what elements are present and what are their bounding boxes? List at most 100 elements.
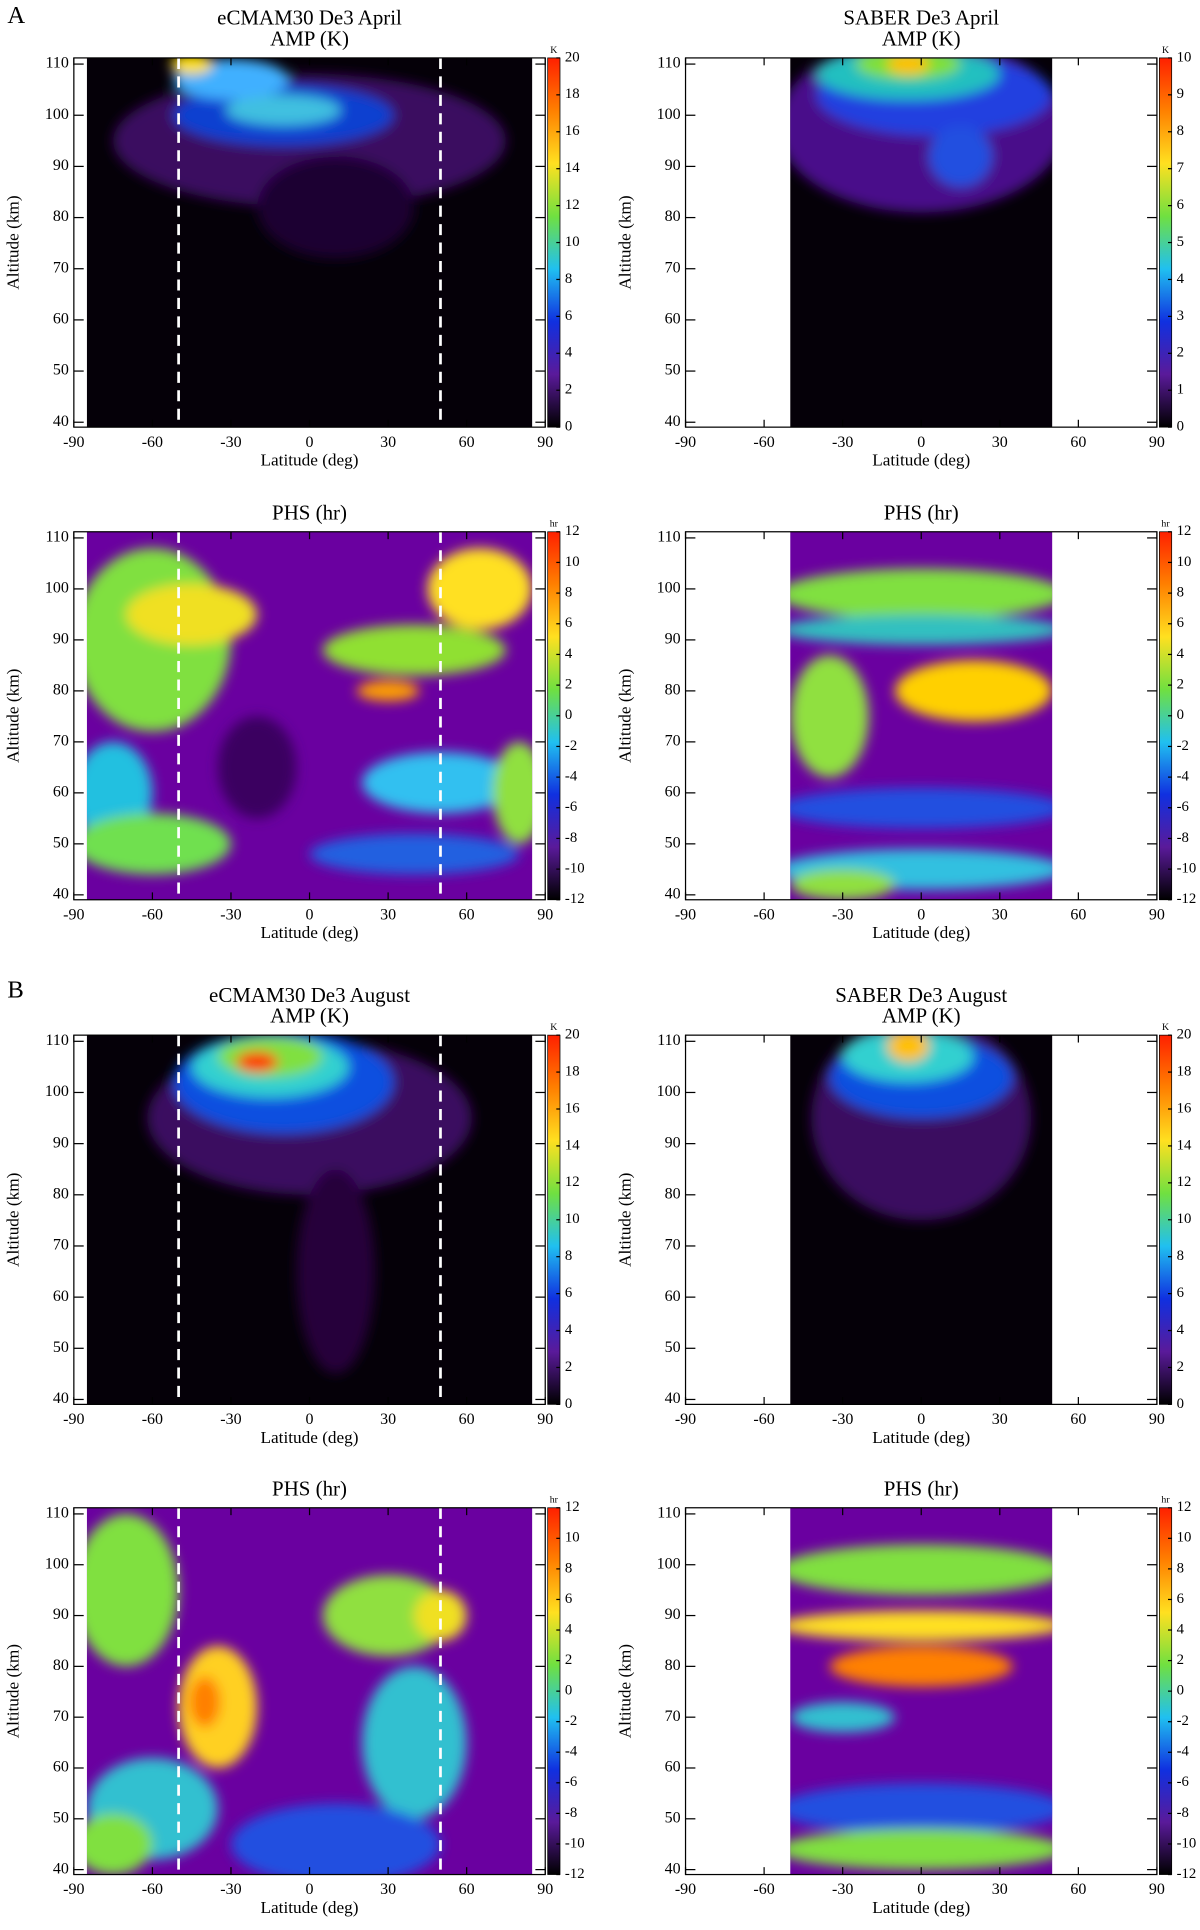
x-tick-label: 0 [306, 1881, 314, 1898]
y-tick-label: 110 [657, 529, 680, 546]
x-tick-label: -60 [753, 1881, 774, 1898]
colorbar-tick-label: 6 [1177, 197, 1184, 213]
panel-label: A [7, 2, 25, 29]
field-patch [427, 548, 533, 630]
colorbar-tick-label: 0 [1177, 1396, 1184, 1412]
field [811, 1035, 1032, 1221]
y-tick-label: 80 [53, 1657, 69, 1674]
field-patch [790, 1701, 896, 1733]
field-patch [929, 125, 992, 187]
field-patch [887, 57, 930, 75]
colorbar-tick-label: 3 [1177, 308, 1184, 324]
colorbar-label: K [1162, 45, 1169, 56]
colorbar-tick-label: 12 [1177, 1174, 1192, 1190]
field-shading [790, 57, 1053, 213]
y-tick-label: 100 [657, 106, 681, 123]
chart-title: PHS (hr) [884, 500, 959, 524]
field-shading [86, 1513, 467, 1875]
x-tick-label: 30 [380, 1881, 396, 1898]
chart-title: eCMAM30 De3 April [217, 6, 402, 30]
x-tick-label: 90 [537, 1411, 553, 1428]
colorbar-tick-label: 2 [565, 382, 572, 398]
x-tick-label: 0 [306, 906, 314, 923]
field [86, 548, 533, 875]
chart-subtitle: AMP (K) [882, 26, 961, 50]
colorbar-tick-label: 12 [1177, 1499, 1192, 1515]
colorbar-tick-label: 6 [1177, 1285, 1184, 1301]
x-tick-label: -60 [142, 1881, 163, 1898]
x-tick-label: -60 [753, 906, 774, 923]
field-patch [361, 1666, 467, 1819]
y-tick-label: 50 [665, 835, 681, 852]
y-tick-label: 70 [665, 1708, 681, 1725]
y-axis-label: Altitude (km) [4, 669, 23, 763]
x-tick-label: 0 [917, 906, 925, 923]
y-tick-label: 50 [53, 1809, 69, 1826]
field-patch [189, 1676, 221, 1728]
colorbar-tick-label: -12 [565, 891, 585, 907]
field-patch [790, 1828, 1053, 1870]
colorbar-tick-label: -6 [565, 799, 577, 815]
x-tick-label: -60 [142, 434, 163, 451]
colorbar-tick-label: 8 [1177, 584, 1184, 600]
y-tick-label: 80 [53, 208, 69, 225]
colorbar-tick-label: 9 [1177, 86, 1184, 102]
x-axis-label: Latitude (deg) [872, 1428, 970, 1447]
colorbar-tick-label: 14 [1177, 1137, 1192, 1153]
colorbar-tick-label: 8 [1177, 1560, 1184, 1576]
field-patch [322, 1574, 454, 1657]
colorbar-tick-label: 4 [1177, 1621, 1185, 1637]
colorbar-tick-label: 12 [565, 197, 580, 213]
y-tick-label: 70 [665, 1237, 681, 1254]
colorbar-tick-label: 10 [1177, 554, 1192, 570]
colorbar-tick-label: 6 [565, 615, 572, 631]
colorbar-tick-label: -6 [1177, 799, 1189, 815]
field-patch [887, 1035, 930, 1062]
colorbar-tick-label: -10 [1177, 860, 1197, 876]
x-tick-label: 60 [1070, 906, 1086, 923]
colorbar-tick-label: 12 [565, 1499, 580, 1515]
field-patch [309, 833, 520, 875]
x-tick-label: 60 [1070, 1411, 1086, 1428]
colorbar-tick-label: 4 [1177, 1322, 1185, 1338]
y-tick-label: 60 [53, 311, 69, 328]
y-tick-label: 40 [53, 1860, 69, 1877]
y-tick-label: 80 [665, 682, 681, 699]
colorbar-tick-label: 12 [565, 523, 580, 539]
x-tick-label: -90 [63, 1881, 84, 1898]
colorbar-tick-label: 1 [1177, 382, 1184, 398]
colorbar-tick-label: 0 [1177, 1683, 1184, 1699]
field-patch [790, 568, 1053, 620]
colorbar-tick-label: 14 [565, 1137, 580, 1153]
field [790, 57, 1053, 213]
x-tick-label: 30 [992, 1411, 1008, 1428]
y-tick-label: 60 [53, 784, 69, 801]
field [790, 568, 1053, 900]
colorbar-tick-label: -8 [1177, 830, 1189, 846]
colorbar-tick-label: 14 [565, 160, 580, 176]
y-tick-label: 40 [53, 886, 69, 903]
colorbar-label: K [550, 45, 557, 56]
y-tick-label: 50 [53, 835, 69, 852]
field-patch [170, 57, 213, 75]
x-tick-label: -60 [753, 1411, 774, 1428]
colorbar-tick-label: 20 [565, 49, 580, 65]
x-axis-label: Latitude (deg) [872, 923, 970, 942]
y-tick-label: 70 [665, 259, 681, 276]
colorbar-tick-label: 4 [565, 1322, 573, 1338]
y-tick-label: 90 [665, 157, 681, 174]
x-tick-label: 0 [306, 1411, 314, 1428]
x-tick-label: 60 [459, 906, 475, 923]
y-tick-label: 70 [53, 259, 69, 276]
y-tick-label: 70 [53, 733, 69, 750]
field-patch [217, 716, 297, 819]
colorbar-tick-label: 8 [565, 271, 572, 287]
y-tick-label: 80 [53, 1185, 69, 1202]
colorbar-tick-label: -12 [565, 1866, 585, 1882]
colorbar-tick-label: 2 [1177, 1359, 1184, 1375]
y-tick-label: 80 [665, 1657, 681, 1674]
field-patch [86, 813, 231, 875]
chart-title: SABER De3 August [835, 983, 1007, 1007]
colorbar-tick-label: 20 [1177, 1027, 1192, 1043]
